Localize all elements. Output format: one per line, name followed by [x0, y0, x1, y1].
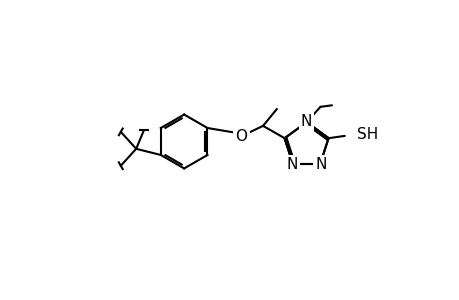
Text: O: O — [235, 129, 247, 144]
Text: N: N — [300, 114, 312, 129]
Text: SH: SH — [356, 127, 377, 142]
Text: N: N — [286, 157, 297, 172]
Text: N: N — [314, 157, 326, 172]
